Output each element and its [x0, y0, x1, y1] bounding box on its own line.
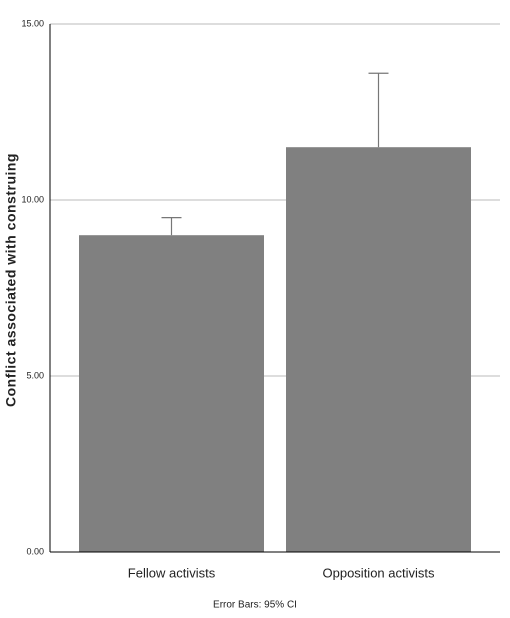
footnote: Error Bars: 95% CI	[213, 600, 297, 611]
bar	[286, 147, 471, 552]
y-tick-label: 15.00	[21, 18, 44, 28]
y-tick-label: 0.00	[26, 546, 44, 556]
y-tick-label: 5.00	[26, 370, 44, 380]
y-tick-label: 10.00	[21, 194, 44, 204]
x-tick-label: Fellow activists	[128, 565, 216, 580]
bar	[79, 235, 264, 552]
y-axis-label: Conflict associated with construing	[3, 153, 19, 407]
x-tick-label: Opposition activists	[323, 565, 435, 580]
